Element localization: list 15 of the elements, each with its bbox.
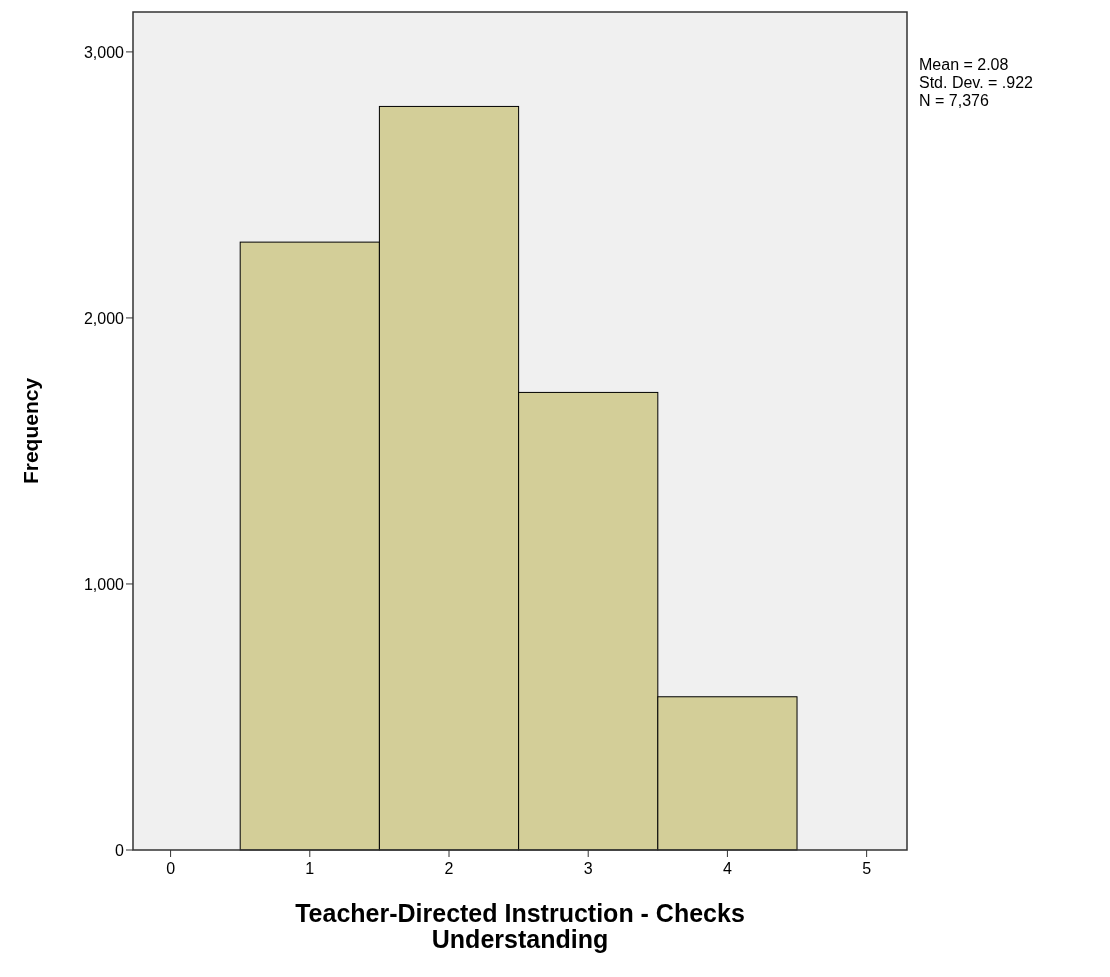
x-tick-label: 4: [722, 860, 732, 877]
text: Mean = 2.08: [919, 56, 1009, 73]
y-axis-title: Frequency: [19, 377, 42, 485]
x-axis-title: Teacher-Directed Instruction - Checks Understanding: [294, 899, 746, 953]
y-tick-label: 0: [115, 841, 125, 859]
y-tick-label: 3,000: [83, 43, 125, 61]
x-tick-label: 5: [862, 860, 872, 877]
y-tick-label: 2,000: [83, 309, 125, 327]
x-tick-label: 1: [305, 860, 315, 877]
x-tick-label: 0: [166, 860, 176, 877]
x-tick-label: 3: [583, 860, 593, 877]
text: N = 7,376: [919, 92, 989, 109]
text: Std. Dev. = .922: [919, 74, 1034, 91]
y-tick-label: 1,000: [83, 575, 125, 593]
x-tick-label: 2: [444, 860, 454, 877]
